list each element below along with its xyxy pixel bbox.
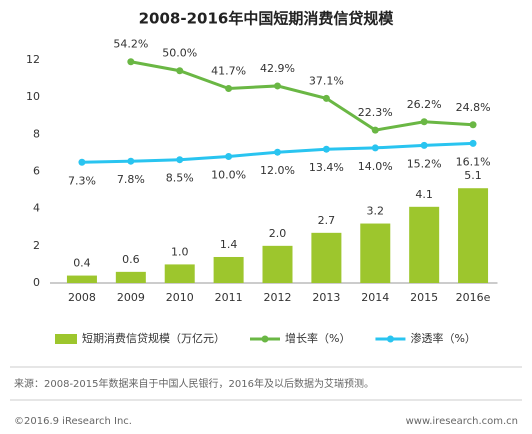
x-tick-label: 2013 — [312, 291, 340, 304]
x-tick-label: 2014 — [361, 291, 389, 304]
data-label: 7.8% — [117, 173, 145, 186]
data-label: 1.0 — [171, 245, 189, 258]
bar — [66, 275, 97, 283]
x-tick-label: 2008 — [68, 291, 96, 304]
bar — [458, 188, 489, 283]
legend-label: 增长率（%） — [285, 331, 350, 345]
legend-swatch — [386, 335, 394, 343]
data-label: 22.3% — [358, 106, 393, 119]
marker — [469, 121, 477, 129]
x-tick-label: 2016e — [456, 291, 491, 304]
marker — [371, 144, 379, 152]
x-tick-label: 2011 — [215, 291, 243, 304]
marker — [371, 126, 379, 134]
data-label: 50.0% — [162, 47, 197, 60]
bar — [262, 245, 293, 283]
marker — [420, 141, 428, 149]
marker — [274, 82, 281, 90]
legend-label: 短期消费信贷规模（万亿元） — [82, 331, 225, 345]
marker — [225, 85, 233, 93]
marker — [225, 152, 233, 160]
x-tick-label: 2012 — [264, 291, 292, 304]
y-tick-label: 4 — [33, 202, 40, 215]
data-label: 54.2% — [113, 38, 148, 51]
marker — [322, 145, 330, 153]
data-label: 13.4% — [309, 161, 344, 174]
data-label: 41.7% — [211, 65, 246, 78]
source-note: 来源：2008-2015年数据来自于中国人民银行，2016年及以后数据为艾瑞预测… — [14, 377, 374, 390]
website: www.iresearch.com.cn — [406, 416, 518, 427]
data-label: 15.2% — [407, 157, 442, 170]
bar — [213, 256, 244, 283]
data-label: 26.2% — [407, 98, 442, 111]
bar — [360, 223, 391, 283]
marker — [274, 148, 281, 156]
bar — [311, 232, 342, 283]
y-tick-label: 0 — [33, 276, 40, 289]
y-tick-label: 2 — [33, 239, 40, 252]
data-label: 14.0% — [358, 160, 393, 173]
data-label: 12.0% — [260, 164, 295, 177]
bar — [409, 206, 440, 283]
legend-swatch — [55, 334, 77, 344]
y-tick-label: 12 — [26, 53, 40, 66]
y-tick-label: 10 — [26, 90, 40, 103]
data-label: 1.4 — [220, 238, 238, 251]
marker — [127, 157, 135, 165]
y-tick-label: 6 — [33, 165, 40, 178]
data-label: 7.3% — [68, 174, 96, 187]
data-label: 3.2 — [367, 205, 385, 218]
marker — [78, 158, 86, 166]
marker — [127, 58, 135, 66]
marker — [420, 118, 428, 126]
x-tick-label: 2010 — [166, 291, 194, 304]
chart-title: 2008-2016年中国短期消费信贷规模 — [139, 10, 395, 28]
x-tick-label: 2009 — [117, 291, 145, 304]
data-label: 2.7 — [318, 214, 336, 227]
copyright: ©2016.9 iResearch Inc. — [14, 416, 132, 427]
bar — [164, 264, 195, 283]
legend-swatch — [261, 335, 269, 343]
data-label: 8.5% — [166, 172, 194, 185]
data-label: 16.1% — [456, 155, 491, 168]
data-label: 37.1% — [309, 74, 344, 87]
marker — [176, 67, 184, 75]
marker — [322, 94, 330, 102]
marker — [469, 139, 477, 147]
y-tick-label: 8 — [33, 127, 40, 140]
data-label: 2.0 — [269, 227, 287, 240]
data-label: 4.1 — [415, 188, 433, 201]
data-label: 42.9% — [260, 62, 295, 75]
data-label: 24.8% — [456, 101, 491, 114]
data-label: 10.0% — [211, 168, 246, 181]
x-tick-label: 2015 — [410, 291, 438, 304]
marker — [176, 156, 184, 164]
data-label: 0.6 — [122, 253, 140, 266]
data-label: 0.4 — [73, 257, 91, 270]
line — [130, 60, 474, 132]
bar — [115, 271, 146, 283]
legend-label: 渗透率（%） — [410, 331, 475, 345]
data-label: 5.1 — [464, 169, 482, 182]
